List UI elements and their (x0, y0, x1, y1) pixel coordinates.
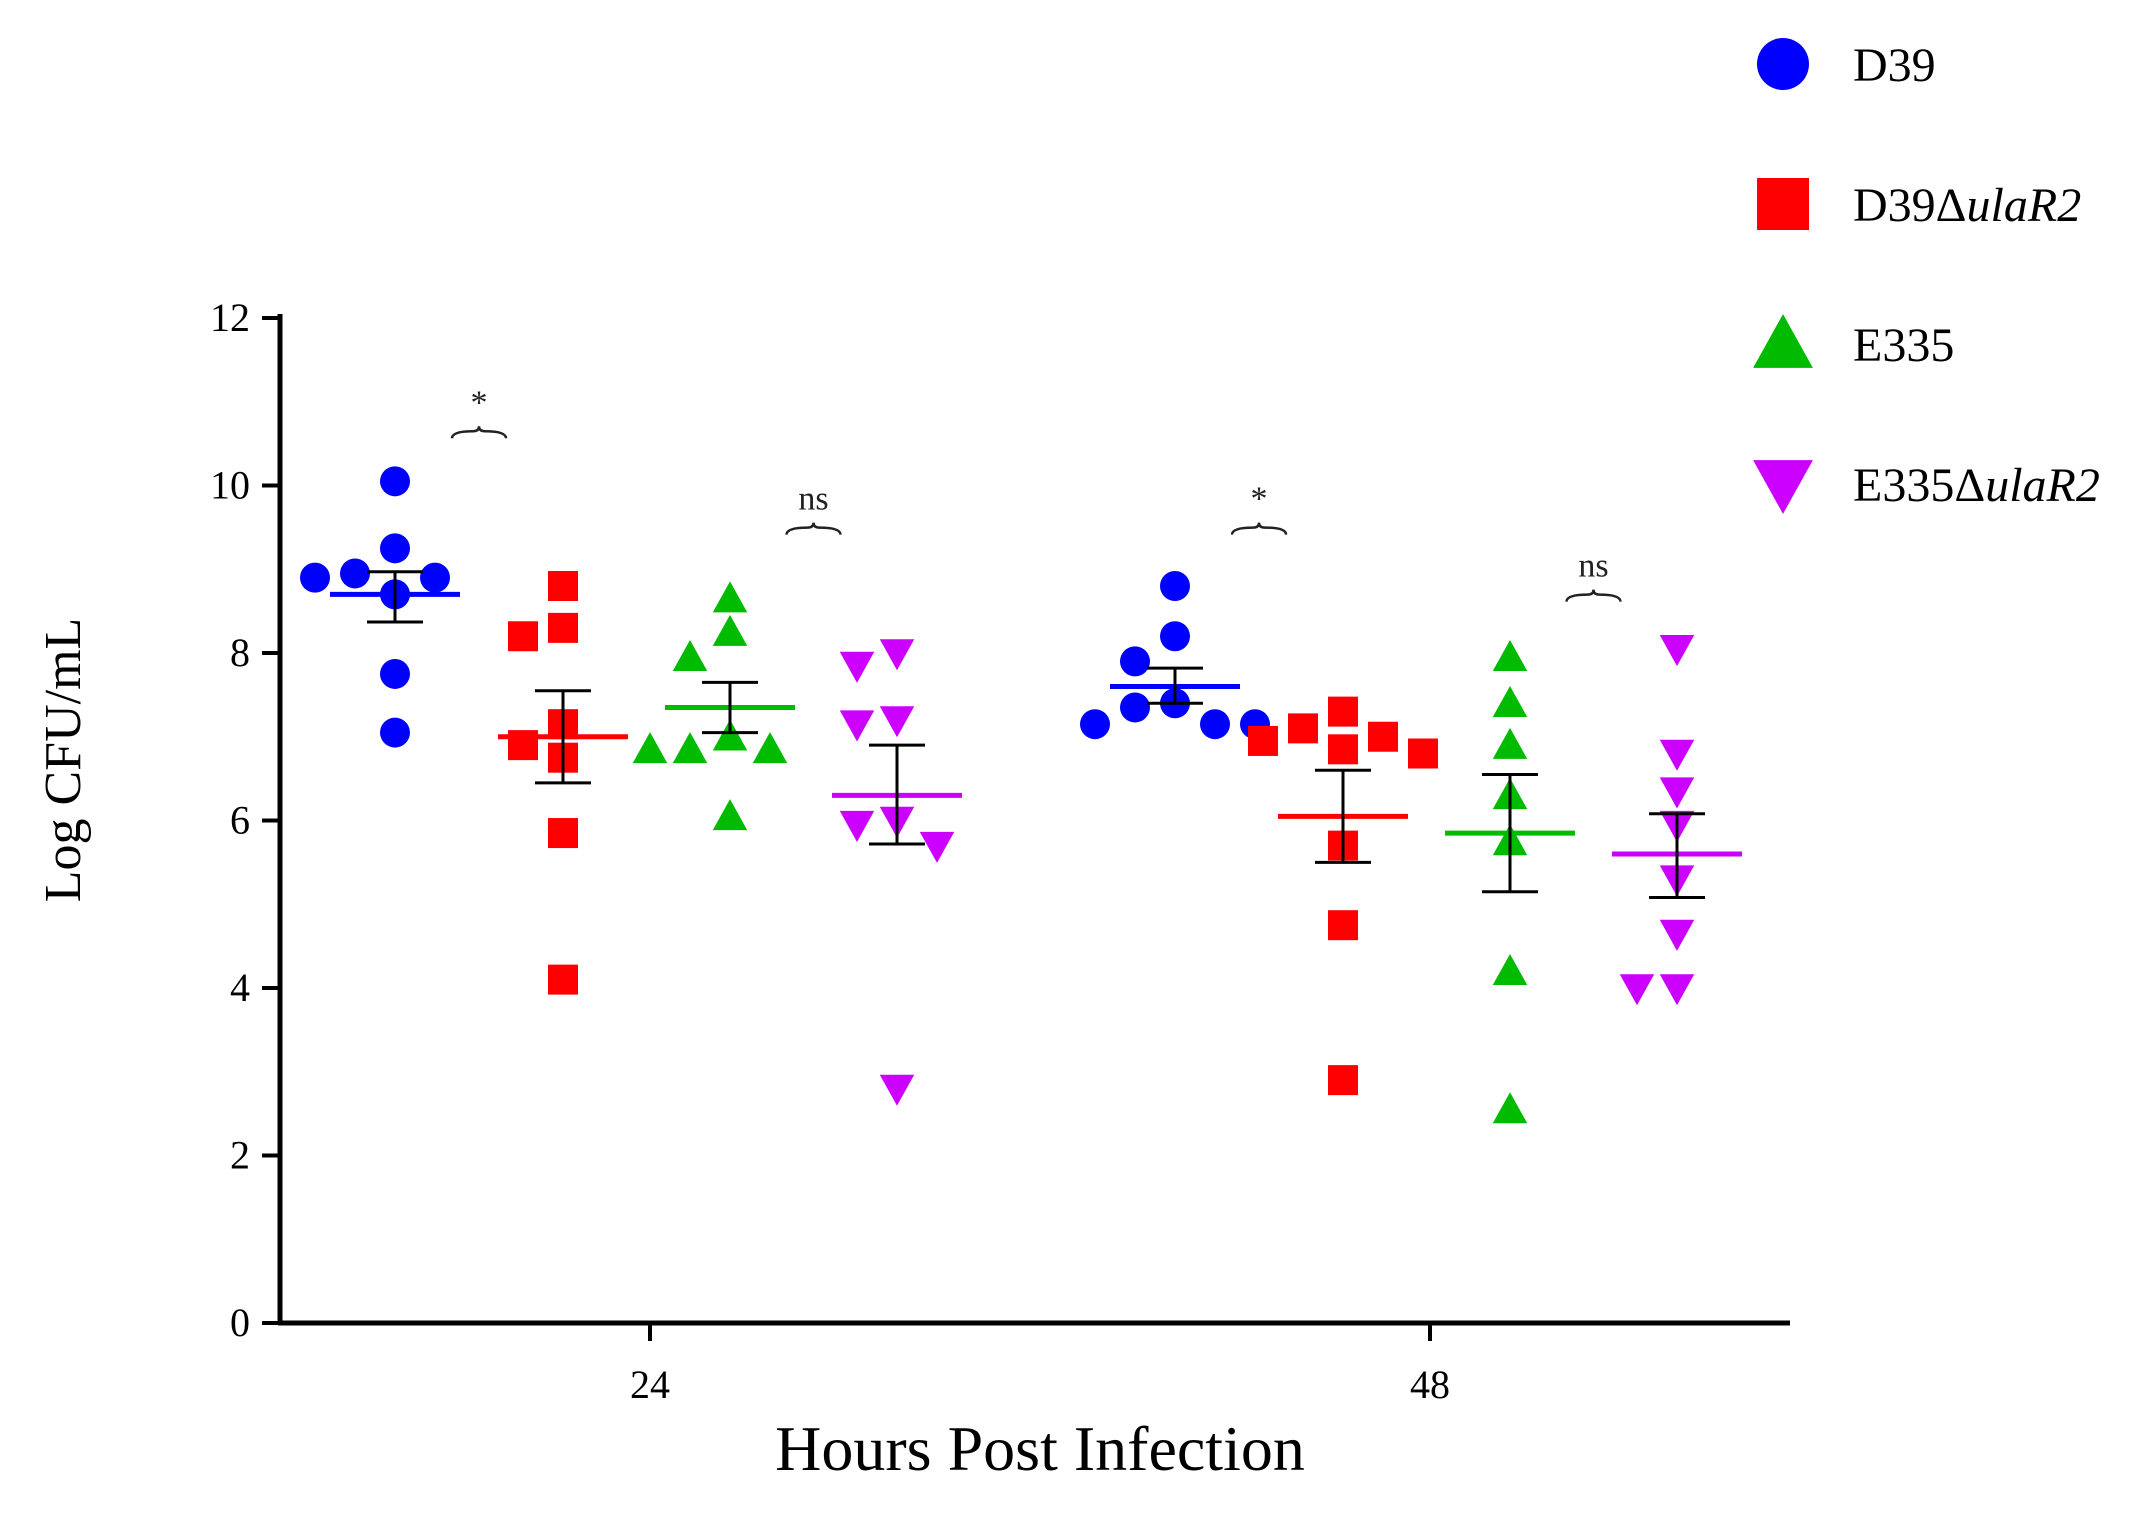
legend-label: D39ΔulaR2 (1853, 179, 2081, 232)
legend-label: E335 (1853, 319, 1954, 372)
data-point (300, 562, 330, 593)
data-point (879, 706, 915, 738)
data-point (380, 533, 410, 564)
data-point (1120, 692, 1150, 723)
significance-bracket (450, 426, 508, 439)
data-point (548, 571, 578, 601)
y-axis-title: Log CFU/mL (35, 618, 92, 903)
data-point (1328, 1065, 1358, 1096)
data-point (548, 964, 578, 995)
data-point (1659, 739, 1695, 771)
data-point (1160, 571, 1190, 601)
data-point (839, 810, 875, 842)
data-point (752, 732, 788, 764)
legend-label: D39 (1853, 39, 1936, 92)
data-point (839, 651, 875, 683)
data-point (1492, 686, 1528, 718)
legend-marker (1757, 38, 1809, 90)
significance-label: * (471, 384, 488, 421)
data-point (340, 558, 370, 589)
data-points (300, 466, 1695, 1124)
data-point (1659, 919, 1695, 951)
y-tick-label: 4 (230, 965, 250, 1010)
data-point (1492, 1092, 1528, 1124)
x-tick-label: 24 (630, 1362, 670, 1407)
data-point (1492, 954, 1528, 986)
data-point (1492, 639, 1528, 671)
x-tick-label: 48 (1410, 1362, 1450, 1407)
data-point (420, 562, 450, 593)
significance-annotations: * ns * ns (450, 384, 1622, 602)
significance-label: * (1251, 481, 1268, 518)
legend-label: E335ΔulaR2 (1853, 459, 2100, 512)
legend: D39 D39ΔulaR2 E335 E335ΔulaR2 (1753, 38, 2100, 514)
y-tick-label: 0 (230, 1300, 250, 1345)
data-point (632, 732, 668, 764)
mean-sem-bars (330, 570, 1742, 900)
legend-marker (1757, 178, 1809, 230)
significance-label: ns (1578, 548, 1608, 585)
data-point (919, 831, 955, 863)
data-point (508, 621, 538, 652)
data-point (1408, 738, 1438, 769)
data-point (672, 639, 708, 671)
data-point (1200, 709, 1230, 740)
data-point (712, 614, 748, 646)
data-point (1328, 910, 1358, 941)
data-point (1160, 621, 1190, 652)
y-tick-label: 10 (210, 463, 250, 508)
data-point (1368, 721, 1398, 752)
significance-bracket (1230, 522, 1288, 535)
data-point (1328, 696, 1358, 727)
x-axis-title: Hours Post Infection (775, 1413, 1305, 1484)
data-point (712, 719, 748, 751)
data-point (712, 581, 748, 613)
data-point (1492, 727, 1528, 759)
data-point (712, 799, 748, 831)
y-tick-label: 12 (210, 295, 250, 340)
significance-bracket (1565, 589, 1622, 602)
data-point (1248, 725, 1278, 756)
y-tick-label: 2 (230, 1133, 250, 1178)
legend-marker (1753, 460, 1813, 514)
data-point (548, 818, 578, 849)
significance-bracket (785, 522, 842, 535)
y-tick-label: 6 (230, 798, 250, 843)
y-tick-label: 8 (230, 630, 250, 675)
data-point (548, 612, 578, 643)
data-point (1659, 777, 1695, 809)
data-point (1659, 635, 1695, 667)
data-point (1288, 713, 1318, 744)
data-point (672, 732, 708, 764)
significance-label: ns (798, 481, 828, 518)
data-point (879, 639, 915, 671)
data-point (380, 466, 410, 497)
legend-marker (1753, 314, 1813, 368)
data-point (1120, 646, 1150, 677)
data-point (1659, 974, 1695, 1006)
data-point (380, 658, 410, 689)
data-point (879, 1074, 915, 1106)
data-point (1080, 709, 1110, 740)
data-point (839, 710, 875, 742)
data-point (1328, 734, 1358, 765)
data-point (380, 717, 410, 748)
data-point (1619, 974, 1655, 1006)
